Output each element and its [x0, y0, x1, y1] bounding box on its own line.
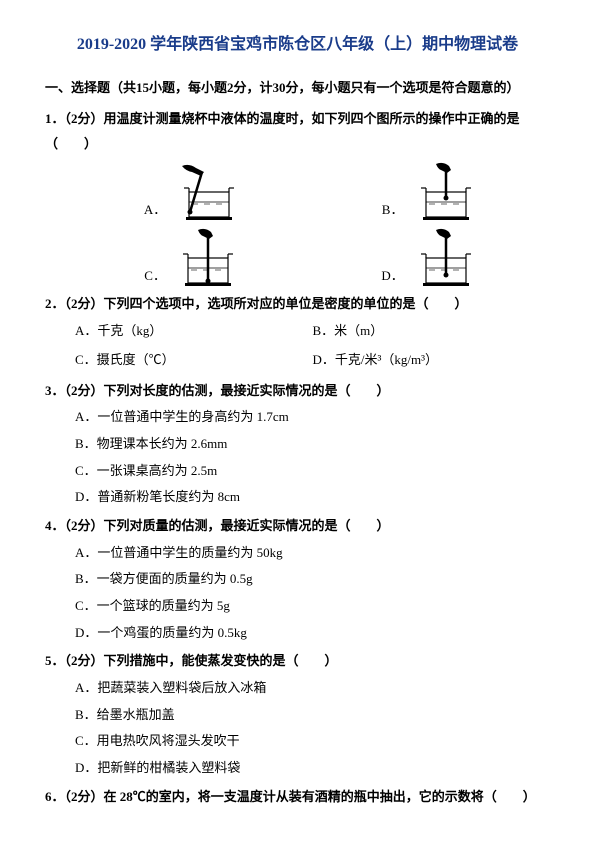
question-4: 4．（2分）下列对质量的估测，最接近实际情况的是（ ） A．一位普通中学生的质量… — [45, 514, 550, 645]
q1-images-row1: A． B． — [75, 162, 550, 222]
q1-label-a: A． — [144, 198, 166, 223]
q2-option-d: D．千克/米³（kg/m³） — [313, 348, 551, 373]
q2-option-b: B．米（m） — [313, 319, 551, 344]
page-title: 2019-2020 学年陕西省宝鸡市陈仓区八年级（上）期中物理试卷 — [45, 30, 550, 60]
q2-option-c: C．摄氏度（℃） — [75, 348, 313, 373]
question-3: 3．（2分）下列对长度的估测，最接近实际情况的是（ ） A．一位普通中学生的身高… — [45, 379, 550, 510]
q3-option-a: A．一位普通中学生的身高约为 1.7cm — [75, 405, 550, 430]
q2-option-a: A．千克（kg） — [75, 319, 313, 344]
question-6: 6．（2分）在 28℃的室内，将一支温度计从装有酒精的瓶中抽出，它的示数将（ ） — [45, 785, 550, 810]
q3-option-d: D．普通新粉笔长度约为 8cm — [75, 485, 550, 510]
q3-stem: 3．（2分）下列对长度的估测，最接近实际情况的是（ ） — [45, 379, 550, 404]
q5-option-a: A．把蔬菜装入塑料袋后放入冰箱 — [75, 676, 550, 701]
q4-option-a: A．一位普通中学生的质量约为 50kg — [75, 541, 550, 566]
q5-stem: 5．（2分）下列措施中，能使蒸发变快的是（ ） — [45, 649, 550, 674]
question-1: 1．（2分）用温度计测量烧杯中液体的温度时，如下列四个图所示的操作中正确的是（ … — [45, 107, 550, 288]
thermometer-a-icon — [174, 162, 244, 222]
q4-option-d: D．一个鸡蛋的质量约为 0.5kg — [75, 621, 550, 646]
q1-images-row2: C． D． — [75, 228, 550, 288]
thermometer-b-icon — [411, 162, 481, 222]
q5-option-d: D．把新鲜的柑橘装入塑料袋 — [75, 756, 550, 781]
q4-stem: 4．（2分）下列对质量的估测，最接近实际情况的是（ ） — [45, 514, 550, 539]
q5-option-c: C．用电热吹风将湿头发吹干 — [75, 729, 550, 754]
question-2: 2．（2分）下列四个选项中，选项所对应的单位是密度的单位的是（ ） A．千克（k… — [45, 292, 550, 374]
q1-stem: 1．（2分）用温度计测量烧杯中液体的温度时，如下列四个图所示的操作中正确的是（ … — [45, 107, 550, 156]
thermometer-c-icon — [173, 228, 243, 288]
q1-option-a-cell: A． — [75, 162, 313, 222]
q6-stem: 6．（2分）在 28℃的室内，将一支温度计从装有酒精的瓶中抽出，它的示数将（ ） — [45, 785, 550, 810]
q1-option-b-cell: B． — [313, 162, 551, 222]
q1-option-c-cell: C． — [75, 228, 313, 288]
q4-option-b: B．一袋方便面的质量约为 0.5g — [75, 567, 550, 592]
q1-option-d-cell: D． — [313, 228, 551, 288]
section-1-header: 一、选择题（共15小题，每小题2分，计30分，每小题只有一个选项是符合题意的） — [45, 76, 550, 101]
q1-label-b: B． — [382, 198, 404, 223]
q1-label-d: D． — [381, 264, 403, 289]
q2-stem: 2．（2分）下列四个选项中，选项所对应的单位是密度的单位的是（ ） — [45, 292, 550, 317]
thermometer-d-icon — [411, 228, 481, 288]
q3-option-c: C．一张课桌高约为 2.5m — [75, 459, 550, 484]
q1-label-c: C． — [144, 264, 166, 289]
q5-option-b: B．给墨水瓶加盖 — [75, 703, 550, 728]
q3-option-b: B．物理课本长约为 2.6mm — [75, 432, 550, 457]
q4-option-c: C．一个篮球的质量约为 5g — [75, 594, 550, 619]
question-5: 5．（2分）下列措施中，能使蒸发变快的是（ ） A．把蔬菜装入塑料袋后放入冰箱 … — [45, 649, 550, 780]
